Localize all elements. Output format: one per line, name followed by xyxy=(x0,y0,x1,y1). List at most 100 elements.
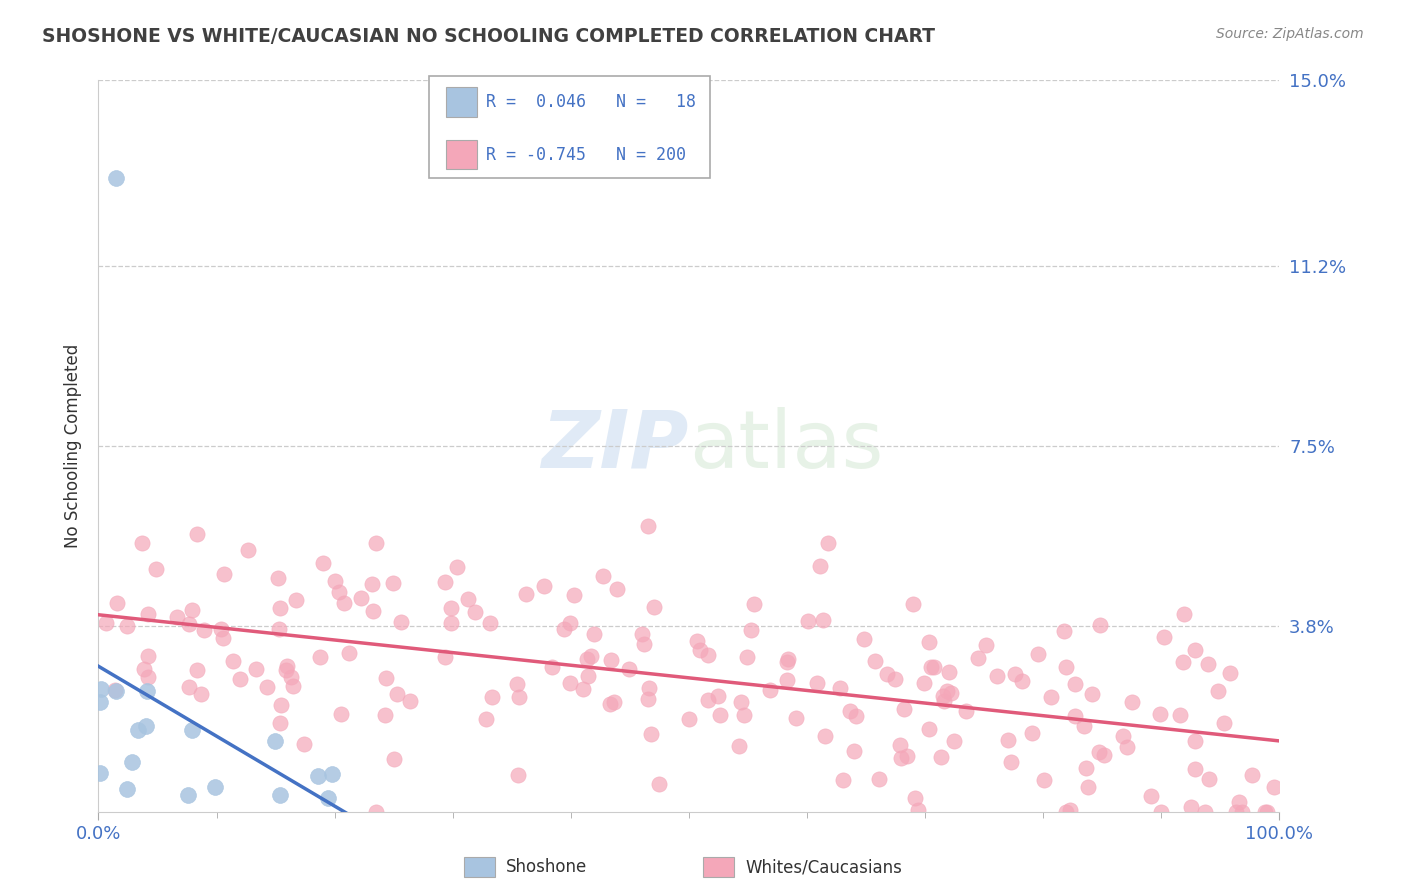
Point xyxy=(186,663,208,677)
Point xyxy=(212,632,235,646)
Point xyxy=(214,566,236,581)
Point xyxy=(263,734,285,748)
Point xyxy=(932,689,955,703)
Point xyxy=(733,707,755,722)
Point xyxy=(1054,805,1077,819)
Point xyxy=(389,615,412,629)
Point xyxy=(321,767,343,781)
Point xyxy=(131,536,153,550)
Point xyxy=(1184,762,1206,776)
Point xyxy=(912,676,935,690)
Point xyxy=(845,709,868,723)
Point xyxy=(204,780,226,794)
Point xyxy=(1000,755,1022,769)
Point xyxy=(876,666,898,681)
Point xyxy=(697,648,720,662)
Point xyxy=(1092,747,1115,762)
Point xyxy=(709,707,731,722)
Point xyxy=(603,695,626,709)
Point xyxy=(508,690,530,704)
Point xyxy=(890,750,912,764)
Point xyxy=(901,597,924,611)
Point xyxy=(742,597,765,611)
Point xyxy=(90,681,112,696)
Point xyxy=(328,585,350,599)
Point xyxy=(267,571,290,585)
Point xyxy=(533,579,555,593)
Point xyxy=(1219,665,1241,680)
Point xyxy=(939,686,962,700)
Point xyxy=(1059,803,1081,817)
Point xyxy=(236,542,259,557)
Point xyxy=(776,655,799,669)
Point xyxy=(337,646,360,660)
Point xyxy=(135,719,157,733)
Point xyxy=(1076,761,1098,775)
Point xyxy=(740,623,762,637)
Point xyxy=(776,652,799,666)
Point xyxy=(176,788,198,802)
Point xyxy=(643,600,665,615)
Point xyxy=(115,782,138,797)
Point xyxy=(96,616,118,631)
Point xyxy=(903,791,925,805)
Point xyxy=(883,672,905,686)
Point xyxy=(974,638,997,652)
Point xyxy=(269,601,291,615)
Point xyxy=(638,681,661,695)
Text: Source: ZipAtlas.com: Source: ZipAtlas.com xyxy=(1216,27,1364,41)
Point xyxy=(560,616,582,631)
Point xyxy=(578,669,600,683)
Point xyxy=(132,662,155,676)
Point xyxy=(366,536,388,550)
Point xyxy=(121,755,143,769)
Point xyxy=(986,669,1008,683)
Point xyxy=(1033,773,1056,788)
Point xyxy=(1198,772,1220,786)
Point xyxy=(579,648,602,663)
Point xyxy=(145,562,167,576)
Point xyxy=(363,603,385,617)
Point xyxy=(1225,805,1247,819)
Point xyxy=(1140,789,1163,804)
Point xyxy=(1064,677,1087,691)
Point xyxy=(1150,805,1173,819)
Point xyxy=(166,610,188,624)
Point xyxy=(922,660,945,674)
Point xyxy=(515,587,537,601)
Point xyxy=(269,716,291,731)
Point xyxy=(434,574,457,589)
Point xyxy=(1054,660,1077,674)
Point xyxy=(813,613,835,627)
Point xyxy=(934,694,956,708)
Point xyxy=(797,614,820,628)
Point xyxy=(1263,780,1285,794)
Point xyxy=(446,560,468,574)
Point xyxy=(599,697,621,711)
Point xyxy=(592,569,614,583)
Y-axis label: No Schooling Completed: No Schooling Completed xyxy=(63,344,82,548)
Point xyxy=(180,723,202,738)
Point xyxy=(136,607,159,621)
Point xyxy=(735,650,758,665)
Point xyxy=(440,600,463,615)
Point xyxy=(479,615,502,630)
Point xyxy=(785,711,807,725)
Point xyxy=(637,519,659,533)
Point xyxy=(1173,607,1195,622)
Point xyxy=(190,687,212,701)
Point xyxy=(1230,805,1253,819)
Point xyxy=(640,727,662,741)
Point xyxy=(308,650,330,665)
Point xyxy=(560,676,582,690)
Point xyxy=(852,632,875,646)
Point xyxy=(1053,624,1076,638)
Point xyxy=(1184,733,1206,747)
Point xyxy=(839,704,862,718)
Point xyxy=(571,681,593,696)
Text: SHOSHONE VS WHITE/CAUCASIAN NO SCHOOLING COMPLETED CORRELATION CHART: SHOSHONE VS WHITE/CAUCASIAN NO SCHOOLING… xyxy=(42,27,935,45)
Point xyxy=(600,652,623,666)
Point xyxy=(832,773,855,788)
Point xyxy=(936,683,959,698)
Point xyxy=(292,737,315,751)
